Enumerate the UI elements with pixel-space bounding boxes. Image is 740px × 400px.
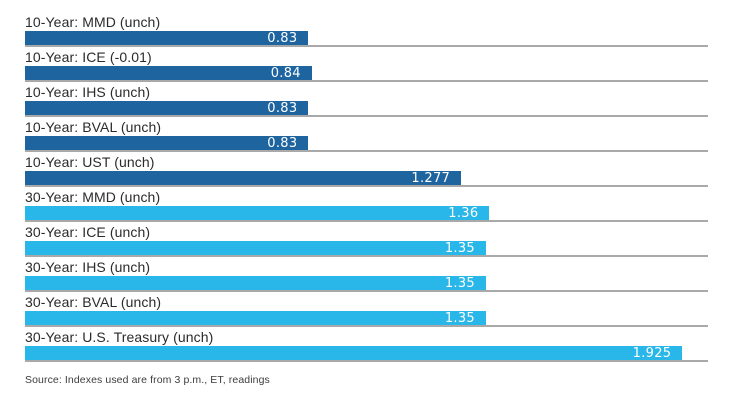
bar-value-label: 1.35 xyxy=(444,310,476,326)
bar: 1.35 xyxy=(25,275,487,291)
bar: 0.84 xyxy=(25,66,312,80)
bar-label: 10-Year: UST (unch) xyxy=(25,154,155,170)
bar-track: 1.36 xyxy=(25,206,708,222)
bar: 0.83 xyxy=(25,135,309,151)
bar-value-label: 0.84 xyxy=(270,65,301,81)
bar: 1.925 xyxy=(25,345,683,361)
bar-track: 1.35 xyxy=(25,241,708,257)
bar-track: 0.83 xyxy=(25,31,708,47)
bar-value-label: 0.83 xyxy=(267,30,298,46)
chart-row: 30-Year: BVAL (unch) 1.35 xyxy=(25,292,708,327)
bar-label: 10-Year: IHS (unch) xyxy=(25,84,151,100)
bar-value-label: 0.83 xyxy=(267,135,298,151)
chart-rows: 10-Year: MMD (unch) 0.83 10-Year: ICE (-… xyxy=(25,12,708,362)
bar-value-label: 0.83 xyxy=(267,100,298,116)
bar: 0.83 xyxy=(25,100,309,116)
chart-row: 10-Year: MMD (unch) 0.83 xyxy=(25,12,708,47)
chart-row: 30-Year: ICE (unch) 1.35 xyxy=(25,222,708,257)
chart-row: 30-Year: IHS (unch) 1.35 xyxy=(25,257,708,292)
chart-row: 10-Year: IHS (unch) 0.83 xyxy=(25,82,708,117)
bar-value-label: 1.35 xyxy=(444,275,476,291)
bar: 1.277 xyxy=(25,170,462,186)
bar-label: 30-Year: BVAL (unch) xyxy=(25,294,162,310)
bar-track: 0.83 xyxy=(25,136,708,152)
bar-label: 30-Year: ICE (unch) xyxy=(25,224,151,240)
bar-value-label: 1.925 xyxy=(632,345,672,361)
bar-track: 0.83 xyxy=(25,101,708,117)
bar-label: 30-Year: U.S. Treasury (unch) xyxy=(25,329,214,345)
bar-track: 1.35 xyxy=(25,311,708,327)
bar: 1.36 xyxy=(25,205,490,221)
bar-track: 0.84 xyxy=(25,66,708,82)
bar-label: 30-Year: MMD (unch) xyxy=(25,189,161,205)
bar-value-label: 1.35 xyxy=(444,240,476,256)
bar-track: 1.277 xyxy=(25,171,708,187)
bar: 1.35 xyxy=(25,240,487,256)
bar-label: 10-Year: ICE (-0.01) xyxy=(25,49,152,65)
bar-value-label: 1.277 xyxy=(411,170,451,186)
source-note: Source: Indexes used are from 3 p.m., ET… xyxy=(25,374,270,386)
bar-track: 1.925 xyxy=(25,346,708,362)
bar-track: 1.35 xyxy=(25,276,708,292)
bar-label: 10-Year: MMD (unch) xyxy=(25,14,161,30)
bar-label: 30-Year: IHS (unch) xyxy=(25,259,151,275)
chart-row: 10-Year: ICE (-0.01) 0.84 xyxy=(25,47,708,82)
bar: 1.35 xyxy=(25,310,487,326)
chart-row: 30-Year: MMD (unch) 1.36 xyxy=(25,187,708,222)
chart-row: 10-Year: BVAL (unch) 0.83 xyxy=(25,117,708,152)
bar-value-label: 1.36 xyxy=(448,205,479,221)
bar-label: 10-Year: BVAL (unch) xyxy=(25,119,162,135)
bar: 0.83 xyxy=(25,30,309,46)
chart-row: 10-Year: UST (unch) 1.277 xyxy=(25,152,708,187)
chart-row: 30-Year: U.S. Treasury (unch) 1.925 xyxy=(25,327,708,362)
